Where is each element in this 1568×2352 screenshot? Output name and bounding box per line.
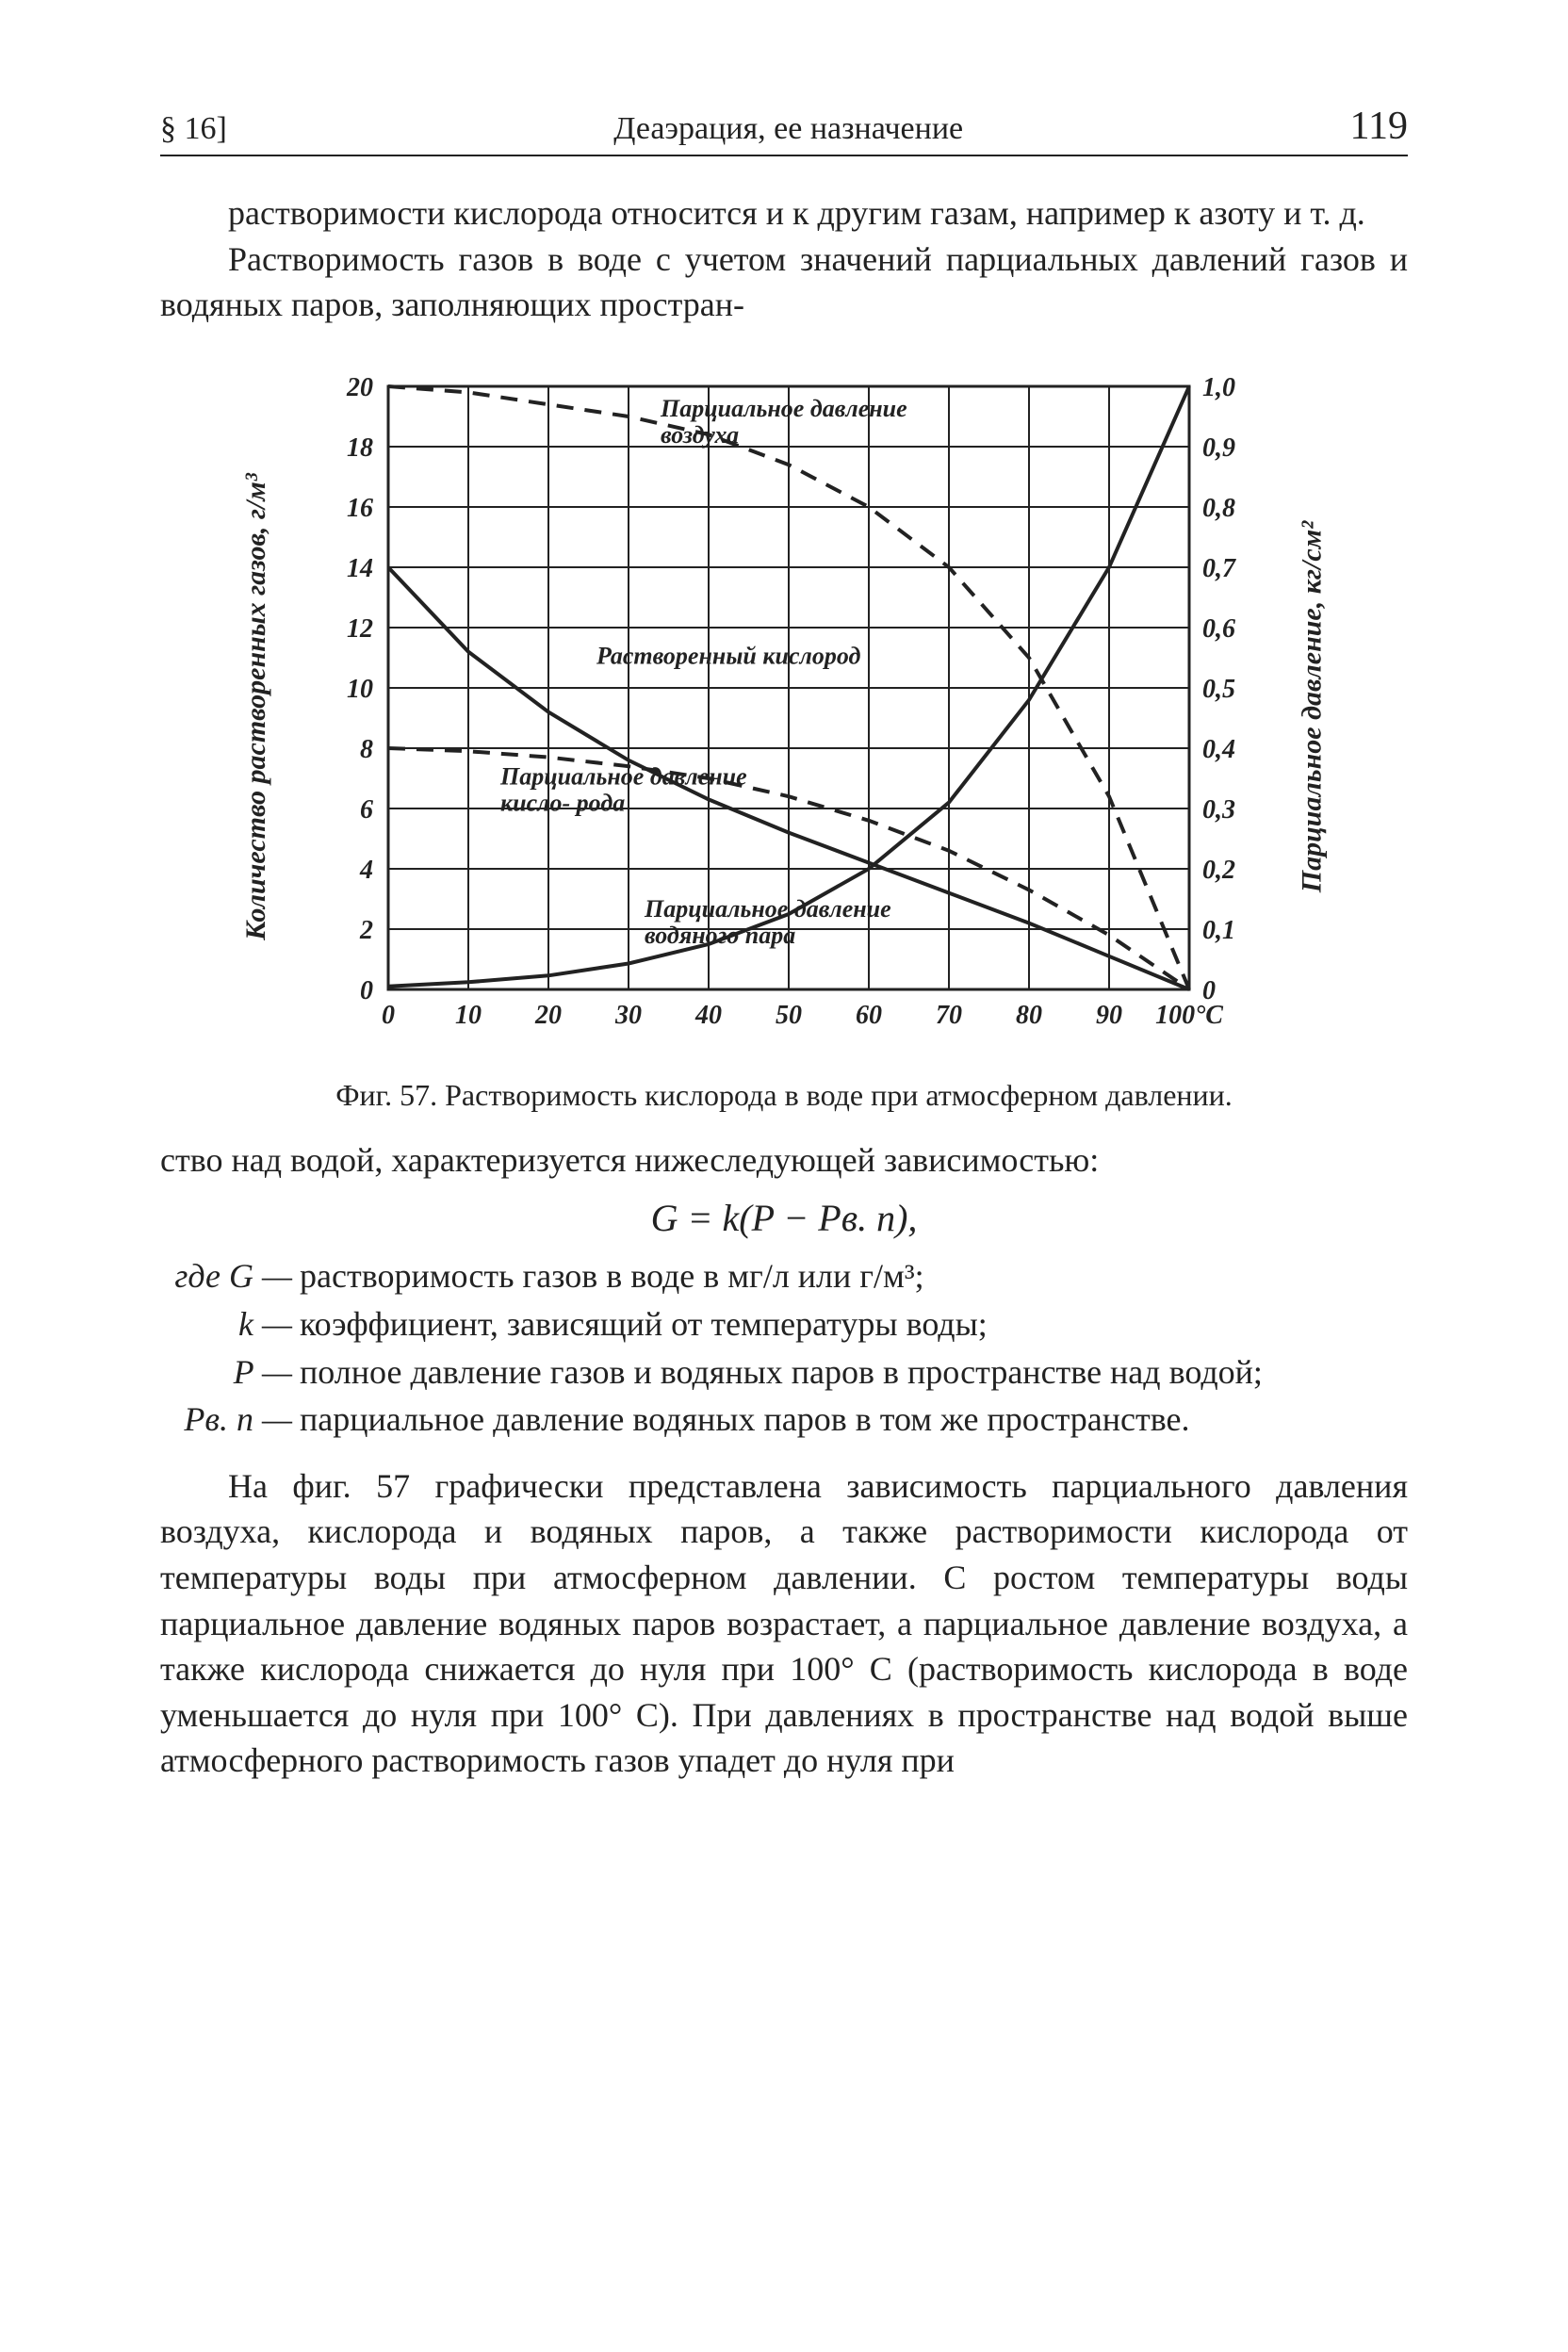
svg-text:20: 20 [346, 373, 373, 402]
paragraph: растворимости кислорода относится и к др… [160, 190, 1408, 237]
svg-text:0,1: 0,1 [1202, 916, 1235, 945]
definition-text: коэффициент, зависящий от температуры во… [300, 1301, 1408, 1348]
body-text-top: растворимости кислорода относится и к др… [160, 190, 1408, 328]
definition-row: где G — растворимость газов в воде в мг/… [160, 1253, 1408, 1299]
svg-text:80: 80 [1016, 1001, 1042, 1030]
definition-text: растворимость газов в воде в мг/л или г/… [300, 1253, 1408, 1299]
svg-text:2: 2 [359, 916, 373, 945]
svg-text:водяного пара: водяного пара [645, 922, 795, 949]
definition-row: k — коэффициент, зависящий от температур… [160, 1301, 1408, 1348]
y-axis-left-label: Количество растворенных газов, г/м³ [240, 473, 272, 940]
svg-text:0: 0 [382, 1001, 395, 1030]
svg-text:70: 70 [936, 1001, 962, 1030]
svg-text:0,3: 0,3 [1202, 795, 1235, 825]
svg-text:30: 30 [614, 1001, 642, 1030]
svg-text:0,5: 0,5 [1202, 675, 1235, 704]
paragraph: ство над водой, характеризуется нижеслед… [160, 1137, 1408, 1184]
svg-text:Парциальное давление: Парциальное давление [644, 895, 891, 923]
definition-symbol: P — [160, 1349, 300, 1396]
running-header: § 16] Деаэрация, ее назначение 119 [160, 104, 1408, 156]
svg-text:кисло- рода: кисло- рода [500, 789, 625, 816]
svg-text:90: 90 [1096, 1001, 1122, 1030]
paragraph: На фиг. 57 графически представлена завис… [160, 1463, 1408, 1784]
svg-text:0,8: 0,8 [1202, 494, 1235, 523]
svg-text:6: 6 [360, 795, 373, 825]
definition-row: P — полное давление газов и водяных паро… [160, 1349, 1408, 1396]
paragraph: Растворимость газов в воде с учетом знач… [160, 237, 1408, 328]
svg-text:1,0: 1,0 [1202, 373, 1235, 402]
formula: G = k(P − Pв. п), [160, 1196, 1408, 1240]
definition-symbol: где G — [160, 1253, 300, 1299]
definition-symbol: Pв. п — [160, 1396, 300, 1443]
chart-svg: 0102030405060708090100°C0246810121416182… [266, 349, 1302, 1065]
body-text-bottom: На фиг. 57 графически представлена завис… [160, 1463, 1408, 1784]
svg-text:10: 10 [347, 675, 373, 704]
svg-text:8: 8 [360, 735, 373, 764]
svg-text:4: 4 [359, 856, 373, 885]
definition-text: парциальное давление водяных паров в том… [300, 1396, 1408, 1443]
svg-text:12: 12 [347, 614, 373, 644]
definitions-list: где G — растворимость газов в воде в мг/… [160, 1253, 1408, 1442]
svg-text:Растворенный кислород: Растворенный кислород [596, 642, 861, 669]
y-axis-right-label: Парциальное давление, кг/см² [1296, 521, 1328, 892]
svg-text:14: 14 [347, 554, 373, 583]
section-label: § 16] [160, 111, 227, 147]
definition-row: Pв. п — парциальное давление водяных пар… [160, 1396, 1408, 1443]
svg-text:16: 16 [347, 494, 373, 523]
svg-text:10: 10 [455, 1001, 482, 1030]
chart-container: Количество растворенных газов, г/м³ Парц… [266, 349, 1302, 1065]
svg-text:0,7: 0,7 [1202, 554, 1236, 583]
svg-text:0,9: 0,9 [1202, 433, 1235, 463]
svg-text:0: 0 [360, 976, 373, 1005]
svg-text:40: 40 [694, 1001, 722, 1030]
definition-symbol: k — [160, 1301, 300, 1348]
svg-text:Парциальное давление: Парциальное давление [499, 762, 747, 790]
svg-text:0: 0 [1202, 976, 1216, 1005]
figure-caption: Фиг. 57. Растворимость кислорода в воде … [266, 1078, 1302, 1113]
svg-text:0,4: 0,4 [1202, 735, 1235, 764]
definition-text: полное давление газов и водяных паров в … [300, 1349, 1408, 1396]
body-text-mid: ство над водой, характеризуется нижеслед… [160, 1137, 1408, 1184]
svg-text:воздуха: воздуха [661, 421, 739, 449]
svg-text:50: 50 [776, 1001, 802, 1030]
page-number: 119 [1350, 104, 1408, 149]
figure-57: Количество растворенных газов, г/м³ Парц… [266, 349, 1302, 1113]
svg-text:20: 20 [534, 1001, 562, 1030]
svg-text:60: 60 [856, 1001, 882, 1030]
svg-text:0,2: 0,2 [1202, 856, 1235, 885]
svg-text:0,6: 0,6 [1202, 614, 1235, 644]
svg-text:Парциальное давление: Парциальное давление [660, 395, 907, 422]
svg-text:18: 18 [347, 433, 373, 463]
running-title: Деаэрация, ее назначение [227, 111, 1350, 147]
